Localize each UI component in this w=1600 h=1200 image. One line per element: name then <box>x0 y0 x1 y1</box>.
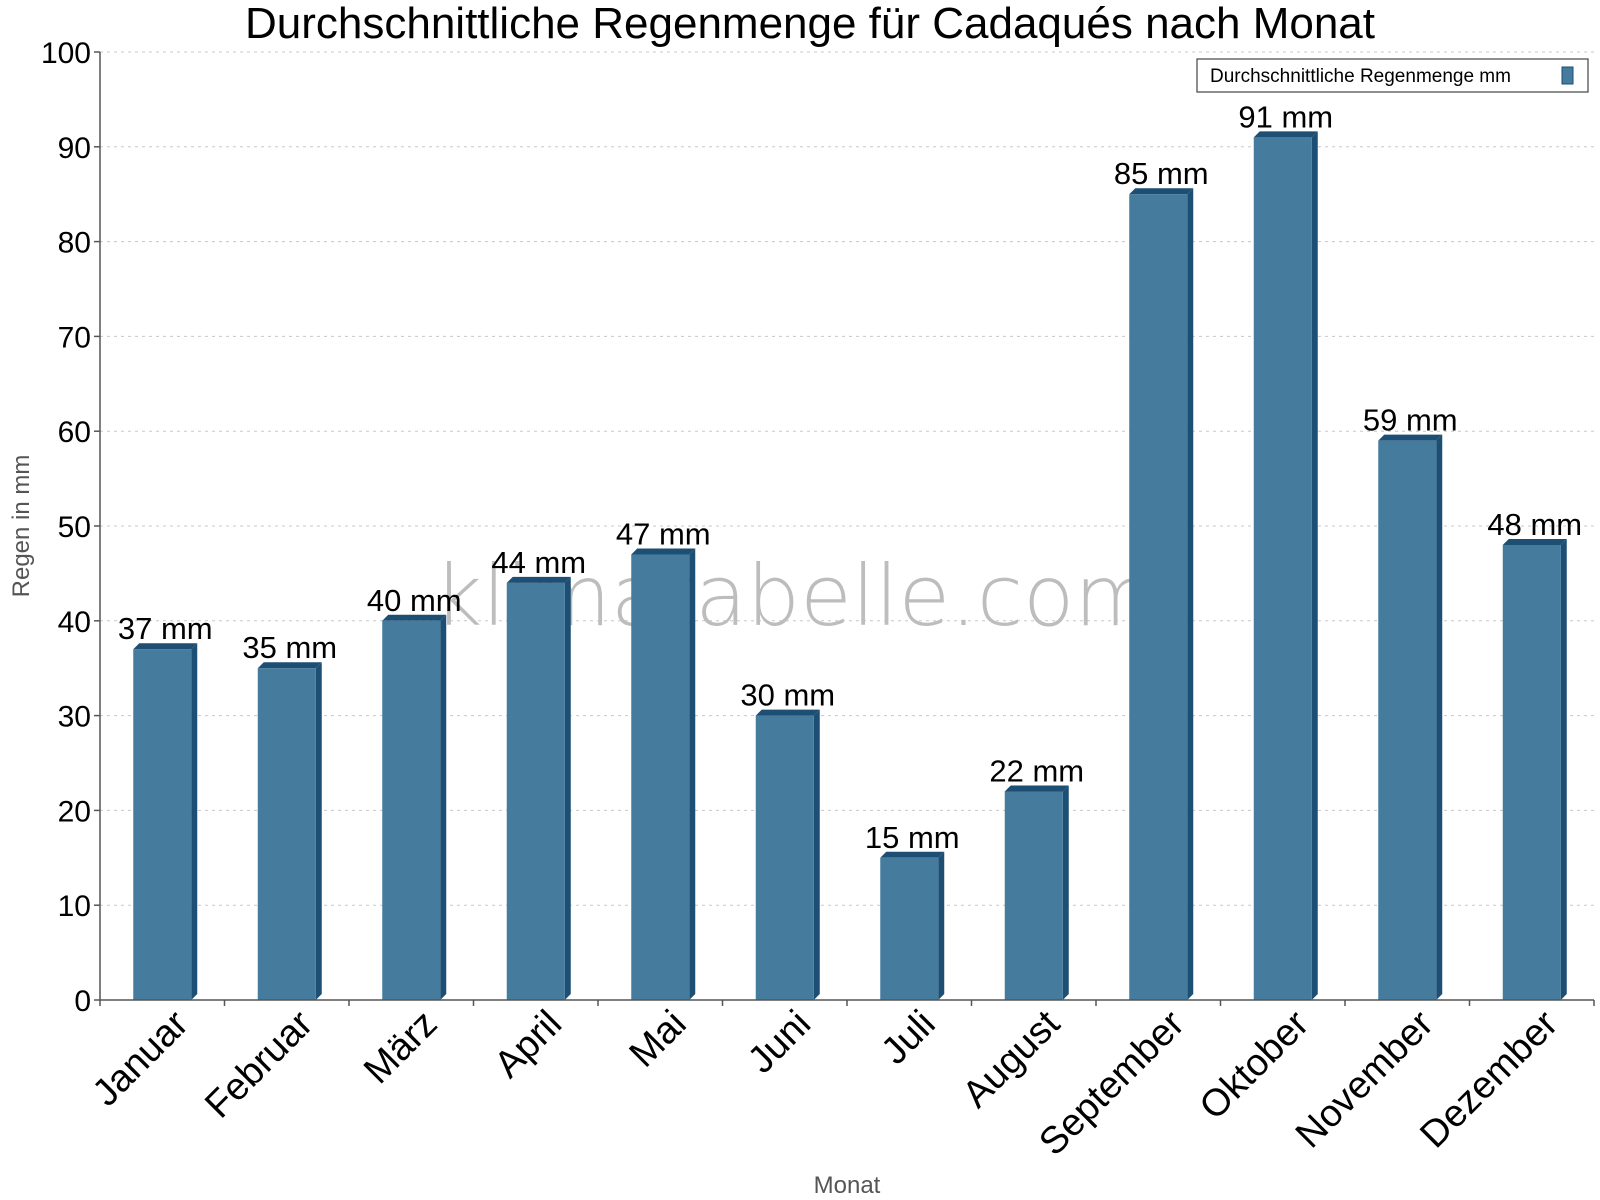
x-tick-label: Februar <box>197 1002 321 1126</box>
bar-side <box>1187 188 1194 1000</box>
chart-title: Durchschnittliche Regenmenge für Cadaqué… <box>245 0 1375 48</box>
y-tick-label: 30 <box>58 701 91 734</box>
y-tick-label: 0 <box>74 985 91 1018</box>
bar-top <box>133 643 198 650</box>
bar <box>755 709 820 1000</box>
bar-side <box>191 643 198 1000</box>
x-tick-label: Juli <box>874 1003 944 1073</box>
bar-top <box>755 709 820 716</box>
bar-side <box>315 662 322 1000</box>
bar-side <box>813 709 820 1000</box>
bar-front <box>631 554 690 1000</box>
bar-front <box>506 582 565 1000</box>
y-tick-label: 40 <box>58 606 91 639</box>
bar-front <box>880 857 939 1000</box>
bar-front <box>755 715 814 1000</box>
bar-data-label: 22 mm <box>989 753 1084 788</box>
bar-top <box>1129 188 1194 195</box>
x-axis-ticks: Januar Februar März April Mai Juni Juli AugustS… <box>85 1000 1595 1164</box>
gridlines <box>100 51 1594 906</box>
bars <box>133 131 1567 1000</box>
bar <box>1253 131 1318 1000</box>
bar-side <box>440 614 447 1000</box>
x-tick-label: Mai <box>622 1003 695 1076</box>
bar-data-label: 85 mm <box>1114 156 1209 191</box>
bar-data-label: 91 mm <box>1238 99 1333 134</box>
bar-data-label: 47 mm <box>616 516 711 551</box>
bar <box>1004 785 1069 1000</box>
bar <box>382 614 447 1000</box>
bar-front <box>1129 194 1188 1000</box>
x-tick-label: Oktober <box>1192 1002 1318 1128</box>
y-tick-label: 90 <box>58 132 91 165</box>
y-tick-label: 80 <box>58 227 91 260</box>
bar-side <box>1436 434 1443 1000</box>
bar <box>631 548 696 1000</box>
bar <box>1502 538 1567 1000</box>
x-tick-label: August <box>955 1002 1069 1116</box>
y-tick-label: 20 <box>58 795 91 828</box>
bar <box>506 576 571 1000</box>
x-tick-label: Januar <box>85 1002 197 1114</box>
bar-side <box>564 576 571 1000</box>
bar-front <box>1378 440 1437 1000</box>
bar <box>880 851 945 1000</box>
bar-front <box>133 649 192 1000</box>
bar-top <box>506 576 571 583</box>
legend: Durchschnittliche Regenmenge mm <box>1196 58 1589 93</box>
y-tick-label: 100 <box>41 37 91 70</box>
bar-front <box>1502 544 1561 1000</box>
x-tick-label: Juni <box>740 1003 819 1082</box>
bar-side <box>689 548 696 1000</box>
y-axis-ticks: 0 10 20 30 40 50 60 70 80 90 100 <box>41 37 100 1018</box>
bar-data-label: 59 mm <box>1363 403 1458 438</box>
bar-data-labels: 37 mm 35 mm 40 mm 44 mm 47 mm 30 mm 15 mm 22 mm… <box>118 99 1582 854</box>
bar-top <box>1004 785 1069 792</box>
y-axis-label: Regen in mm <box>8 455 35 598</box>
bar-data-label: 15 mm <box>865 820 960 855</box>
legend-swatch <box>1561 66 1574 85</box>
bar-top <box>1378 434 1443 441</box>
x-tick-label: April <box>487 1003 570 1086</box>
y-tick-label: 70 <box>58 321 91 354</box>
y-tick-label: 60 <box>58 416 91 449</box>
bar <box>1378 434 1443 1000</box>
bar-side <box>1560 538 1567 1000</box>
bar-data-label: 48 mm <box>1487 507 1582 542</box>
bar-data-label: 30 mm <box>740 678 835 713</box>
bar-front <box>1004 791 1063 1000</box>
legend-box <box>1196 58 1589 93</box>
bar-side <box>1311 131 1318 1000</box>
bar-side <box>938 851 945 1000</box>
bar-data-label: 44 mm <box>491 545 586 580</box>
bar-top <box>257 662 322 669</box>
bar-top <box>1253 131 1318 138</box>
bar-top <box>880 851 945 858</box>
bar-top <box>382 614 447 621</box>
bar-data-label: 40 mm <box>367 583 462 618</box>
bar-data-label: 37 mm <box>118 611 213 646</box>
y-tick-label: 10 <box>58 890 91 923</box>
x-tick-label: Dezember <box>1412 1002 1566 1156</box>
x-tick-label: März <box>356 1003 445 1092</box>
bar <box>133 643 198 1000</box>
y-tick-label: 50 <box>58 511 91 544</box>
bar-front <box>1253 137 1312 1000</box>
bar-top <box>631 548 696 555</box>
bar <box>1129 188 1194 1000</box>
bar-top <box>1502 538 1567 545</box>
bar-front <box>257 668 316 1000</box>
bar <box>257 662 322 1000</box>
bar-front <box>382 620 441 1000</box>
legend-entry-label: Durchschnittliche Regenmenge mm <box>1210 66 1511 87</box>
x-axis-label: Monat <box>814 1172 881 1199</box>
bar-data-label: 35 mm <box>242 630 337 665</box>
bar-side <box>1062 785 1069 1000</box>
